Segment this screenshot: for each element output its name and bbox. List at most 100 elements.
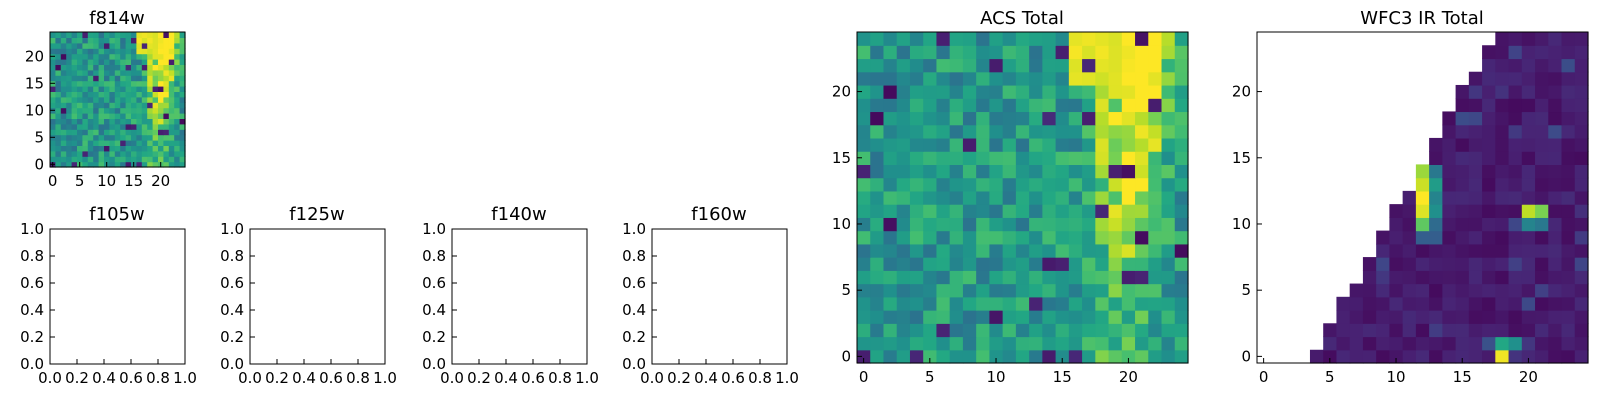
heatmap-cell xyxy=(896,243,911,258)
x-tick-label: 15 xyxy=(1053,368,1072,386)
heatmap-cell xyxy=(1508,283,1523,298)
y-tick-label: 1.0 xyxy=(20,220,44,238)
heatmap-cell xyxy=(1095,32,1110,46)
heatmap-cell xyxy=(1029,177,1043,192)
panel-title: ACS Total xyxy=(980,8,1064,29)
heatmap-cell xyxy=(152,145,159,152)
heatmap-cell xyxy=(1042,190,1057,205)
heatmap-cell xyxy=(1055,98,1070,113)
heatmap-cell xyxy=(1108,71,1123,86)
heatmap-cell xyxy=(1055,243,1070,258)
heatmap-cell xyxy=(870,349,885,364)
heatmap-cell xyxy=(1376,336,1390,351)
heatmap-cell xyxy=(1561,349,1576,364)
heatmap-cell xyxy=(82,113,89,119)
heatmap-cell xyxy=(989,71,1004,86)
heatmap-cell xyxy=(104,80,110,87)
heatmap-cell xyxy=(158,37,164,44)
heatmap-cell xyxy=(125,80,132,87)
heatmap-cell xyxy=(1161,32,1176,46)
heatmap-cell xyxy=(989,243,1004,258)
heatmap-cell xyxy=(66,150,73,157)
heatmap-cell xyxy=(1042,177,1057,192)
heatmap-cell xyxy=(870,164,885,179)
heatmap-cell xyxy=(1161,151,1176,165)
heatmap-cell xyxy=(1082,164,1096,179)
heatmap-cell xyxy=(82,75,89,82)
heatmap-cell xyxy=(1495,45,1510,60)
heatmap-cell xyxy=(82,107,89,114)
heatmap-cell xyxy=(1535,323,1549,338)
heatmap-cell xyxy=(77,75,83,82)
heatmap-cell xyxy=(857,257,871,271)
heatmap-cell xyxy=(152,123,159,130)
heatmap-cell xyxy=(923,151,938,165)
heatmap-cell xyxy=(909,336,924,351)
heatmap-cell xyxy=(1148,310,1163,324)
heatmap-cell xyxy=(883,349,898,364)
heatmap-cell xyxy=(857,137,871,152)
heatmap-cell xyxy=(109,96,116,103)
heatmap-cell xyxy=(1055,217,1070,232)
heatmap-cell xyxy=(1389,296,1404,311)
heatmap-cell xyxy=(109,102,116,109)
heatmap-cell xyxy=(104,96,110,103)
heatmap-cell xyxy=(1521,58,1536,73)
heatmap-cell xyxy=(98,129,105,136)
heatmap-cell xyxy=(141,86,148,92)
heatmap-cell xyxy=(989,230,1004,245)
heatmap-cell xyxy=(1068,71,1083,86)
heatmap-cell xyxy=(82,161,89,168)
heatmap-cell xyxy=(949,310,964,324)
heatmap-cell xyxy=(1455,124,1470,139)
heatmap-cell xyxy=(870,270,885,285)
heatmap-cell xyxy=(98,140,105,146)
heatmap-cell xyxy=(87,86,94,92)
heatmap-cell xyxy=(77,32,83,38)
heatmap-cell xyxy=(1561,84,1576,99)
heatmap-cell xyxy=(857,124,871,139)
heatmap-cell xyxy=(1455,296,1470,311)
heatmap-cell xyxy=(883,270,898,285)
heatmap-cell xyxy=(98,118,105,125)
heatmap-cell xyxy=(179,37,186,44)
heatmap-cell xyxy=(883,124,898,139)
heatmap-cell xyxy=(857,84,871,99)
heatmap-cell xyxy=(883,177,898,192)
heatmap-cell xyxy=(923,323,938,338)
heatmap-cell xyxy=(1455,164,1470,179)
heatmap-cell xyxy=(93,129,100,136)
heatmap-cell xyxy=(120,118,127,125)
heatmap-cell xyxy=(147,156,154,163)
heatmap-cell xyxy=(109,75,116,82)
heatmap-cell xyxy=(87,48,94,55)
heatmap-cell xyxy=(1482,217,1496,232)
heatmap-cell xyxy=(120,64,127,71)
heatmap-cell xyxy=(1121,310,1136,324)
heatmap-cell xyxy=(1108,204,1123,218)
heatmap-cell xyxy=(152,113,159,119)
heatmap-cell xyxy=(1042,270,1057,285)
y-tick-label: 0.2 xyxy=(422,328,446,346)
x-tick-label: 0.6 xyxy=(119,369,143,387)
heatmap-cell xyxy=(1029,257,1043,271)
x-ticks: 0.0 0.2 0.4 0.6 0.8 1.0 xyxy=(38,359,197,387)
heatmap-cell xyxy=(1121,270,1136,285)
heatmap-cell xyxy=(1429,164,1443,179)
heatmap-cell xyxy=(1415,230,1430,245)
heatmap-cell xyxy=(1561,71,1576,86)
heatmap-cell xyxy=(66,113,73,119)
heatmap-cell xyxy=(1455,349,1470,364)
heatmap-cell xyxy=(147,59,154,65)
heatmap-cell xyxy=(71,145,78,152)
heatmap-cell xyxy=(158,145,164,152)
heatmap-cell xyxy=(936,32,951,46)
heatmap-cell xyxy=(1508,243,1523,258)
heatmap-cell xyxy=(125,145,132,152)
heatmap-cell xyxy=(87,134,94,141)
heatmap-cell xyxy=(168,150,175,157)
heatmap-cell xyxy=(1095,217,1110,232)
heatmap-cell xyxy=(1495,283,1510,298)
heatmap-cell xyxy=(1574,323,1589,338)
heatmap-cell xyxy=(1121,336,1136,351)
